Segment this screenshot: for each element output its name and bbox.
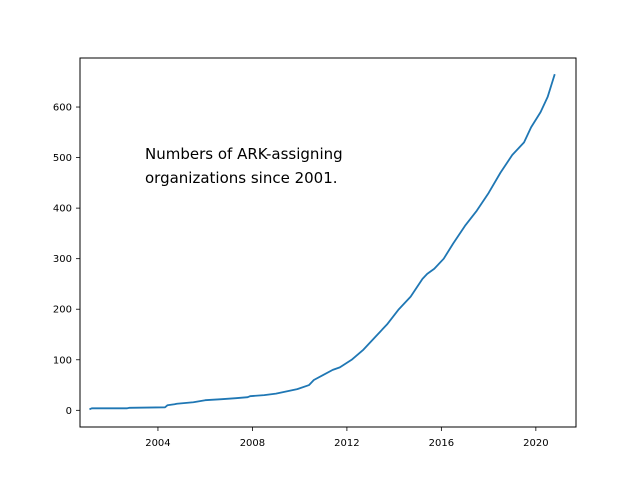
y-axis-ticks: 0 100 200 300 400 500 600: [53, 103, 80, 417]
x-tick-label: 2012: [334, 438, 359, 449]
y-tick-label: 500: [53, 153, 72, 164]
x-axis-ticks: 2004 2008 2012 2016 2020: [145, 427, 549, 449]
y-tick-label: 600: [53, 103, 72, 114]
x-tick-label: 2020: [523, 438, 548, 449]
series-line-0: [89, 73, 556, 411]
y-tick-label: 0: [66, 406, 72, 417]
x-tick-label: 2016: [429, 438, 454, 449]
x-tick-label: 2004: [145, 438, 170, 449]
y-tick-label: 400: [53, 204, 72, 215]
plot-frame: [79, 57, 577, 428]
annotation-line-2: organizations since 2001.: [145, 169, 338, 187]
y-tick-label: 100: [53, 355, 72, 366]
y-tick-label: 200: [53, 305, 72, 316]
annotation-line-1: Numbers of ARK-assigning: [145, 145, 343, 163]
y-tick-label: 300: [53, 254, 72, 265]
x-tick-label: 2008: [240, 438, 265, 449]
series-layer: [89, 73, 556, 411]
